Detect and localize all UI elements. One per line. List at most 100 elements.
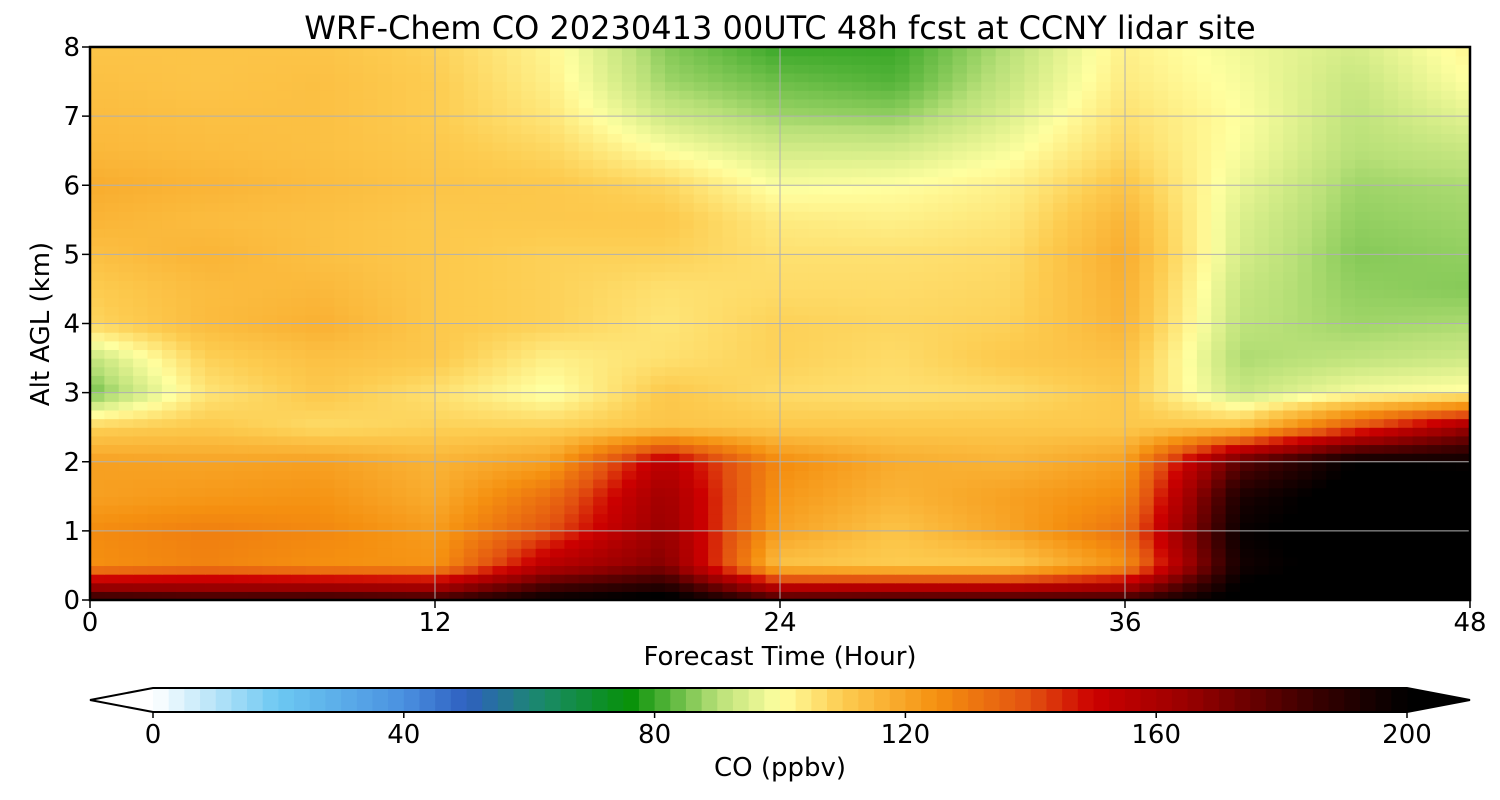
contour-cell [1024, 263, 1040, 273]
contour-cell [233, 418, 249, 428]
contour-cell [636, 479, 652, 489]
contour-cell [794, 306, 810, 316]
contour-cell [320, 211, 335, 221]
contour-cell [938, 271, 954, 281]
contour-cell [1211, 176, 1227, 186]
contour-cell [1355, 418, 1370, 428]
contour-cell [1139, 366, 1155, 376]
contour-cell [593, 167, 609, 178]
contour-cell [1297, 211, 1313, 221]
contour-cell [1426, 487, 1442, 497]
contour-cell [708, 349, 724, 359]
contour-cell [1153, 176, 1169, 186]
contour-cell [895, 574, 910, 584]
contour-cell [133, 314, 149, 325]
contour-cell [348, 202, 364, 212]
contour-cell [722, 271, 738, 281]
contour-cell [1211, 237, 1227, 247]
contour-cell [722, 444, 738, 454]
contour-cell [1240, 418, 1255, 428]
contour-cell [564, 401, 580, 411]
contour-cell [1283, 556, 1299, 567]
contour-cell [1383, 539, 1399, 549]
contour-cell [492, 418, 508, 428]
contour-cell [1038, 539, 1054, 549]
contour-cell [1283, 167, 1299, 178]
contour-cell [535, 314, 551, 325]
contour-cell [1096, 306, 1112, 316]
contour-cell [521, 427, 537, 437]
contour-cell [205, 530, 220, 541]
contour-cell [1038, 159, 1054, 169]
contour-cell [722, 263, 738, 273]
contour-cell [492, 280, 508, 290]
contour-cell [621, 288, 637, 299]
contour-cell [909, 297, 925, 307]
contour-cell [1225, 323, 1241, 333]
contour-cell [248, 280, 264, 290]
contour-cell [161, 556, 177, 567]
contour-cell [938, 340, 954, 351]
contour-cell [995, 219, 1011, 230]
contour-cell [262, 332, 278, 342]
contour-cell [607, 479, 623, 489]
contour-cell [463, 349, 479, 359]
contour-cell [866, 159, 882, 169]
contour-cell [90, 340, 105, 351]
contour-cell [736, 556, 752, 567]
contour-cell [1355, 358, 1370, 368]
contour-cell [205, 314, 220, 325]
contour-cell [1355, 323, 1370, 333]
contour-cell [276, 375, 292, 385]
contour-cell [147, 435, 163, 446]
contour-cell [205, 574, 220, 584]
contour-cell [90, 167, 105, 178]
contour-cell [104, 323, 120, 333]
contour-cell [578, 254, 594, 264]
contour-cell [435, 565, 450, 575]
contour-cell [1254, 582, 1270, 592]
contour-cell [736, 349, 752, 359]
contour-cell [1053, 271, 1069, 281]
contour-cell [679, 323, 695, 333]
contour-cell [808, 358, 824, 368]
contour-cell [1355, 565, 1370, 575]
contour-cell [593, 513, 609, 523]
contour-cell [1311, 435, 1327, 446]
contour-cell [377, 202, 393, 212]
contour-cell [895, 366, 910, 376]
contour-cell [449, 522, 465, 532]
contour-cell [1010, 202, 1025, 212]
contour-cell [1010, 548, 1025, 558]
contour-cell [593, 418, 609, 428]
contour-cell [1412, 453, 1428, 463]
contour-cell [1441, 332, 1457, 342]
contour-cell [1297, 435, 1313, 446]
contour-cell [161, 591, 177, 601]
contour-cell [406, 263, 422, 273]
contour-cell [161, 159, 177, 169]
contour-cell [1053, 332, 1069, 342]
contour-cell [722, 193, 738, 204]
contour-cell [363, 418, 379, 428]
contour-cell [837, 288, 853, 299]
contour-cell [348, 306, 364, 316]
contour-cell [147, 409, 163, 420]
contour-cell [1383, 479, 1399, 489]
contour-cell [219, 306, 235, 316]
contour-cell [305, 453, 321, 463]
contour-cell [1110, 202, 1126, 212]
contour-cell [334, 409, 350, 420]
contour-cell [1153, 202, 1169, 212]
contour-cell [1153, 435, 1169, 446]
contour-cell [219, 487, 235, 497]
contour-cell [895, 159, 910, 169]
contour-cell [205, 202, 220, 212]
contour-cell [1412, 479, 1428, 489]
contour-cell [636, 349, 652, 359]
contour-cell [233, 444, 249, 454]
contour-cell [550, 263, 565, 273]
contour-cell [578, 461, 594, 471]
contour-cell [305, 245, 321, 255]
contour-cell [276, 582, 292, 592]
